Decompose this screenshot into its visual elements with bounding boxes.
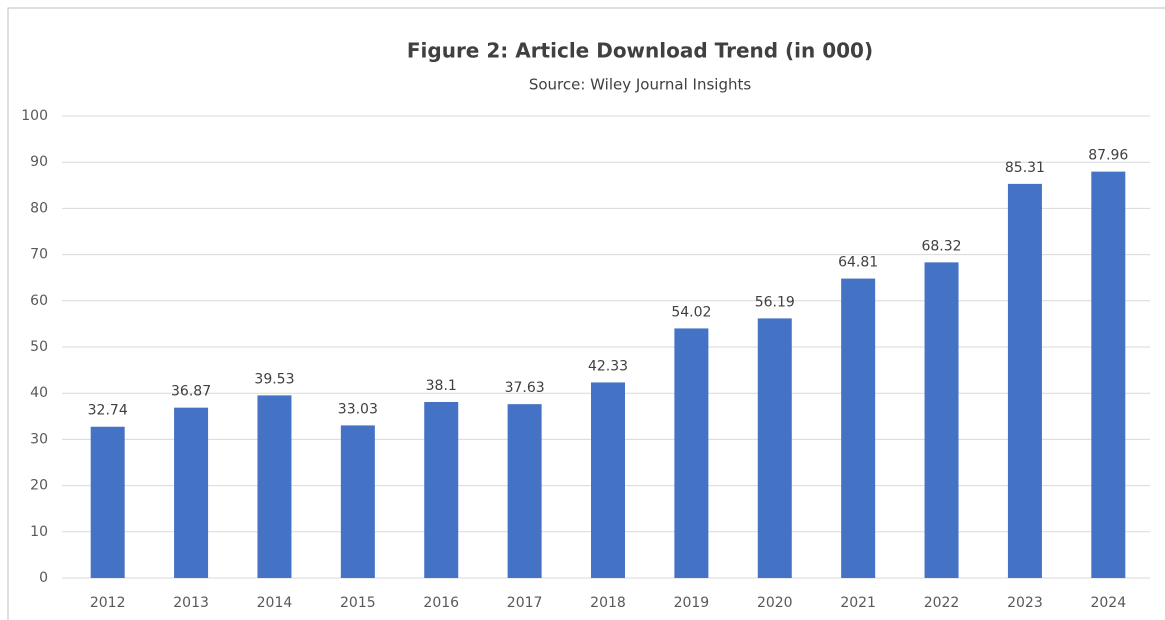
x-tick-label: 2024 [1090,595,1126,611]
value-label: 39.53 [254,371,294,387]
x-tick-label: 2022 [924,595,960,611]
value-label: 68.32 [921,238,961,254]
y-tick-label: 80 [30,200,48,216]
bar [591,382,625,578]
x-tick-label: 2012 [90,595,126,611]
x-tick-label: 2013 [173,595,209,611]
x-tick-label: 2018 [590,595,626,611]
x-tick-label: 2020 [757,595,793,611]
bar [757,318,792,578]
y-tick-label: 90 [30,154,48,170]
value-label: 32.74 [88,403,128,419]
y-tick-label: 20 [30,478,48,494]
value-label: 85.31 [1005,160,1045,176]
value-label: 38.1 [426,378,457,394]
bar [924,262,959,578]
y-tick-label: 40 [30,385,48,401]
x-tick-label: 2017 [507,595,543,611]
chart-title: Figure 2: Article Download Trend (in 000… [407,39,873,63]
bar [257,395,292,578]
value-label: 54.02 [671,304,711,320]
value-label: 33.03 [338,401,378,417]
bar [1007,183,1042,578]
bar [174,407,209,578]
y-tick-label: 0 [39,570,48,586]
y-tick-label: 60 [30,293,48,309]
bar [674,328,709,578]
bar [90,426,125,578]
x-tick-label: 2014 [257,595,293,611]
y-tick-label: 100 [21,108,48,124]
bar [841,278,876,578]
chart-subtitle: Source: Wiley Journal Insights [529,76,752,94]
value-label: 87.96 [1088,148,1128,164]
x-tick-label: 2015 [340,595,376,611]
x-tick-label: 2016 [423,595,459,611]
y-tick-label: 10 [30,524,48,540]
value-label: 37.63 [505,380,545,396]
bar [507,404,542,578]
x-tick-label: 2019 [674,595,710,611]
value-label: 56.19 [755,294,795,310]
value-label: 64.81 [838,255,878,271]
bar [424,401,459,578]
y-tick-label: 50 [30,339,48,355]
value-label: 42.33 [588,358,628,374]
y-tick-label: 70 [30,247,48,263]
y-tick-label: 30 [30,431,48,447]
x-tick-label: 2021 [840,595,876,611]
x-tick-label: 2023 [1007,595,1043,611]
bar [1091,171,1126,578]
bar [340,425,375,578]
value-label: 36.87 [171,384,211,400]
